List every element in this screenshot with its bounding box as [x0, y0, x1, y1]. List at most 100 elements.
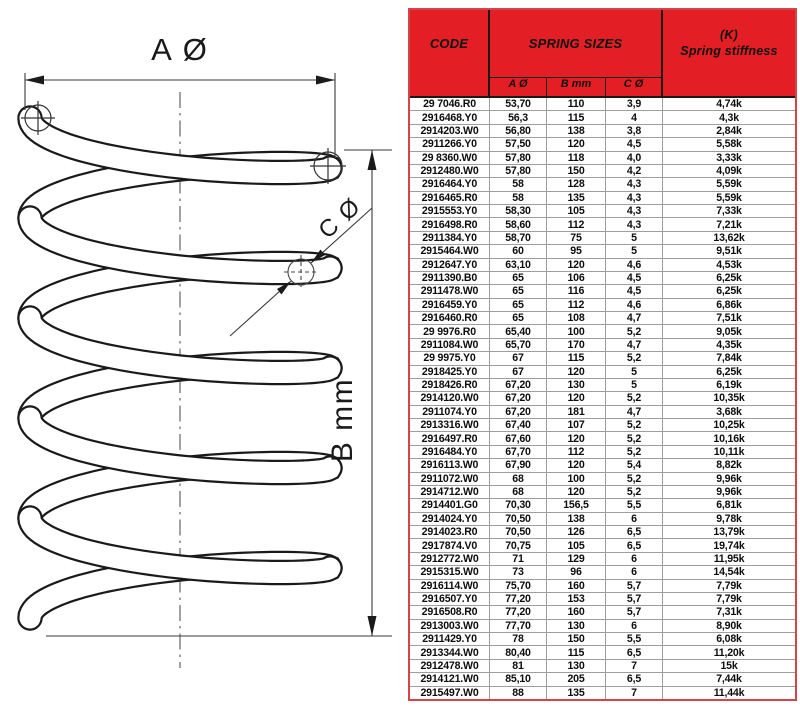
b-length-cell: 160	[547, 579, 606, 592]
code-cell: 2916459.Y0	[410, 298, 490, 311]
a-diameter-cell: 65,40	[490, 325, 547, 338]
a-diameter-cell: 56,3	[490, 111, 547, 124]
table-row: 2911074.Y0 67,20 181 4,7 3,68k	[410, 405, 795, 419]
stiffness-cell: 4,35k	[716, 338, 742, 351]
table-row: 2916484.Y0 67,70 112 5,2 10,11k	[410, 445, 795, 460]
a-diameter-cell: 58	[490, 191, 547, 204]
code-cell: 2915464.W0	[410, 245, 490, 258]
subheader-spacer-stiffness	[663, 77, 795, 96]
a-diameter-cell: 65	[490, 285, 547, 298]
dim-a-arrow-left	[25, 75, 44, 85]
code-cell: 2911266.Y0	[410, 138, 490, 151]
stiffness-cell: 4,3k	[719, 111, 739, 124]
header-stiffness: (K) Spring stiffness	[663, 10, 795, 77]
c-diameter-cell: 4,3	[606, 191, 663, 204]
a-diameter-cell: 58,30	[490, 205, 547, 218]
c-diameter-cell: 4,3	[606, 218, 663, 231]
a-diameter-cell: 81	[490, 659, 547, 673]
c-diameter-cell: 4,0	[606, 151, 663, 164]
c-diameter-cell: 4,7	[606, 312, 663, 325]
table-row: 29 9975.Y0 67 115 5,2 7,84k	[410, 352, 795, 366]
b-length-cell: 135	[547, 191, 606, 204]
b-length-cell: 120	[547, 485, 606, 499]
code-cell: 2916464.Y0	[410, 178, 490, 191]
a-diameter-cell: 57,50	[490, 138, 547, 151]
table-row: 2916468.Y0 56,3 115 4 4,3k	[410, 111, 795, 125]
code-cell: 2911390.B0	[410, 271, 490, 285]
b-length-cell: 107	[547, 419, 606, 432]
code-cell: 2912772.W0	[410, 552, 490, 566]
table-row: 2913003.W0 77,70 130 6 8,90k	[410, 619, 795, 633]
b-length-cell: 130	[547, 378, 606, 392]
code-cell: 2911074.Y0	[410, 405, 490, 418]
b-length-cell: 75	[547, 231, 606, 245]
c-diameter-cell: 4,3	[606, 205, 663, 218]
a-diameter-cell: 85,10	[490, 673, 547, 686]
stiffness-cell: 9,96k	[716, 472, 742, 485]
code-cell: 2916114.W0	[410, 579, 490, 592]
stiffness-cell: 6,19k	[716, 379, 742, 392]
c-diameter-cell: 5,2	[606, 325, 663, 338]
a-diameter-cell: 58,60	[490, 218, 547, 231]
b-length-cell: 138	[547, 512, 606, 525]
stiffness-cell: 10,25k	[713, 419, 745, 432]
b-length-cell: 115	[547, 352, 606, 365]
a-diameter-cell: 65,70	[490, 338, 547, 352]
stiffness-cell: 8,82k	[716, 459, 742, 472]
stiffness-cell: 2,84k	[716, 124, 742, 137]
stiffness-cell: 7,21k	[716, 218, 742, 231]
label-b-length: B mm	[326, 378, 359, 462]
code-cell: 2914121.W0	[410, 673, 490, 686]
b-length-cell: 95	[547, 245, 606, 258]
code-cell: 2914024.Y0	[410, 512, 490, 525]
a-diameter-cell: 65	[490, 271, 547, 285]
code-cell: 2916113.W0	[410, 459, 490, 472]
table-row: 29 9976.R0 65,40 100 5,2 9,05k	[410, 325, 795, 339]
stiffness-cell: 10,35k	[713, 392, 745, 405]
c-diameter-cell: 5,2	[606, 472, 663, 485]
code-cell: 2911384.Y0	[410, 231, 490, 245]
c-diameter-cell: 5,2	[606, 419, 663, 432]
stiffness-cell: 3,68k	[716, 405, 742, 418]
c-diameter-cell: 5,2	[606, 352, 663, 365]
c-diameter-cell: 5,2	[606, 445, 663, 459]
c-diameter-cell: 5	[606, 378, 663, 392]
stiffness-cell: 4,53k	[716, 258, 742, 271]
stiffness-cell: 7,84k	[716, 352, 742, 365]
stiffness-cell: 19,74k	[713, 539, 745, 552]
dim-b: B mm	[46, 149, 392, 637]
c-diameter-cell: 4,3	[606, 178, 663, 191]
c-diameter-cell: 4,6	[606, 298, 663, 311]
b-length-cell: 110	[547, 98, 606, 111]
a-diameter-cell: 70,50	[490, 526, 547, 539]
c-diameter-cell: 5,7	[606, 606, 663, 619]
a-diameter-cell: 67,70	[490, 445, 547, 459]
c-diameter-cell: 5,4	[606, 459, 663, 472]
table-row: 2917874.V0 70,75 105 6,5 19,74k	[410, 539, 795, 553]
stiffness-cell: 5,58k	[716, 138, 742, 151]
table-row: 2913316.W0 67,40 107 5,2 10,25k	[410, 419, 795, 433]
table-row: 2914024.Y0 70,50 138 6 9,78k	[410, 512, 795, 526]
stiffness-cell: 13,62k	[713, 231, 745, 244]
b-length-cell: 120	[547, 392, 606, 405]
code-cell: 2914401.G0	[410, 499, 490, 512]
table-row: 2914121.W0 85,10 205 6,5 7,44k	[410, 673, 795, 687]
stiffness-cell: 7,31k	[716, 606, 742, 619]
c-diameter-cell: 4,5	[606, 138, 663, 151]
b-length-cell: 120	[547, 459, 606, 472]
stiffness-cell: 9,51k	[716, 245, 742, 258]
code-cell: 2914203.W0	[410, 124, 490, 138]
dim-b-arrow-bottom	[367, 616, 377, 636]
stiffness-cell: 3,33k	[716, 151, 742, 164]
table-row: 2918426.R0 67,20 130 5 6,19k	[410, 378, 795, 393]
code-cell: 2913344.W0	[410, 646, 490, 659]
code-cell: 2913316.W0	[410, 419, 490, 432]
c-diameter-cell: 5	[606, 245, 663, 258]
b-length-cell: 153	[547, 592, 606, 606]
a-diameter-cell: 67,20	[490, 392, 547, 405]
stiffness-cell: 5,59k	[716, 178, 742, 191]
stiffness-cell: 8,90k	[716, 619, 742, 632]
b-length-cell: 129	[547, 552, 606, 566]
code-cell: 2911478.W0	[410, 285, 490, 298]
table-row: 2911384.Y0 58,70 75 5 13,62k	[410, 231, 795, 246]
